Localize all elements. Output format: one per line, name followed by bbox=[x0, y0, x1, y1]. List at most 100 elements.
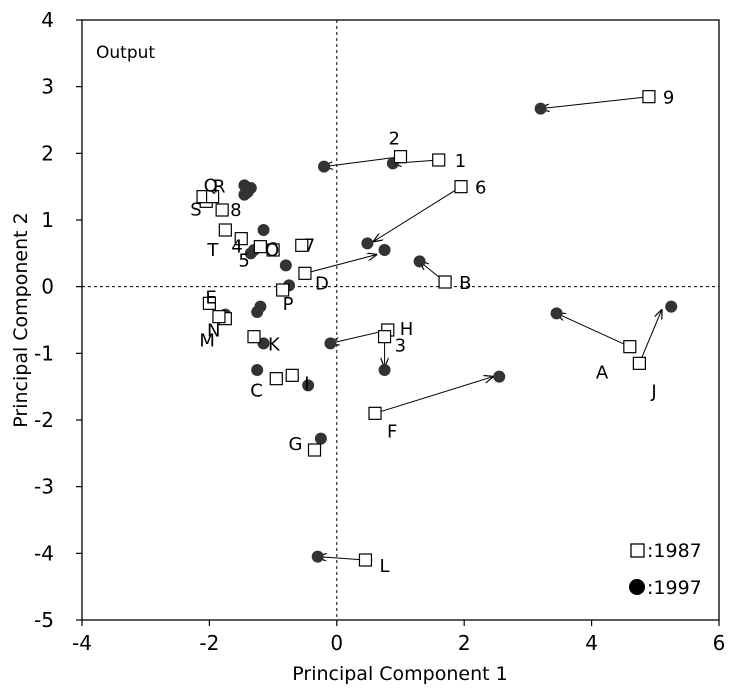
point-label: E bbox=[205, 287, 216, 308]
change-arrow bbox=[374, 377, 493, 414]
zero-lines bbox=[82, 20, 719, 620]
point-1997 bbox=[493, 370, 506, 383]
point-1987 bbox=[212, 310, 226, 324]
point-1987 bbox=[307, 443, 322, 457]
point-1987 bbox=[218, 223, 232, 237]
change-arrow bbox=[557, 313, 631, 348]
x-tick-label: 2 bbox=[458, 631, 471, 655]
point-label: C bbox=[250, 381, 263, 402]
point-1997 bbox=[302, 379, 315, 392]
chart-title: Output bbox=[96, 43, 155, 63]
x-tick-label: -2 bbox=[199, 631, 219, 655]
legend-circle-icon bbox=[629, 579, 645, 595]
point-1997 bbox=[378, 364, 391, 376]
point-1997 bbox=[279, 259, 292, 272]
point-label: K bbox=[268, 335, 281, 356]
y-tick-label: 0 bbox=[41, 275, 54, 299]
change-arrow bbox=[541, 96, 649, 109]
point-label: P bbox=[283, 294, 294, 315]
point-1997 bbox=[378, 244, 391, 256]
point-1987 bbox=[358, 553, 373, 567]
legend: :1987 :1997 bbox=[629, 540, 702, 599]
point-1997 bbox=[550, 307, 563, 320]
markers-layer bbox=[196, 90, 678, 567]
point-label: F bbox=[387, 421, 397, 442]
point-1997 bbox=[257, 224, 270, 236]
x-tick-label: -4 bbox=[72, 631, 92, 655]
y-tick-label: -5 bbox=[34, 608, 54, 632]
point-label: J bbox=[650, 381, 656, 402]
y-tick-label: 3 bbox=[41, 75, 54, 99]
point-label: T bbox=[206, 240, 219, 261]
point-1987 bbox=[205, 190, 220, 204]
point-1987 bbox=[623, 340, 637, 354]
change-arrow bbox=[374, 186, 462, 242]
change-arrow bbox=[324, 156, 401, 167]
point-label: 9 bbox=[663, 88, 674, 109]
point-label: R bbox=[213, 177, 226, 198]
point-label: A bbox=[596, 363, 609, 384]
point-label: O bbox=[265, 240, 279, 261]
point-1987 bbox=[285, 368, 299, 382]
legend-label-1997: :1997 bbox=[647, 577, 702, 599]
point-1997 bbox=[251, 306, 264, 318]
point-label: S bbox=[190, 199, 201, 220]
point-1987 bbox=[298, 266, 312, 280]
point-1997 bbox=[238, 188, 251, 201]
plot-frame bbox=[81, 19, 720, 621]
point-1997 bbox=[251, 364, 264, 376]
point-label: H bbox=[400, 319, 414, 340]
axis-ticks: -4 -2 0 2 4 6 4 3 2 1 0 -1 -2 -3 -4 -5 bbox=[34, 8, 725, 655]
arrows-layer bbox=[304, 96, 662, 560]
point-label: 2 bbox=[389, 129, 400, 150]
point-label: N bbox=[207, 321, 220, 342]
point-1987 bbox=[377, 330, 392, 344]
legend-label-1987: :1987 bbox=[647, 540, 702, 562]
point-label: 8 bbox=[230, 200, 241, 221]
point-1987 bbox=[438, 275, 452, 289]
point-1987 bbox=[234, 232, 248, 246]
point-1987 bbox=[454, 180, 468, 194]
y-tick-label: 2 bbox=[41, 141, 54, 165]
point-label: L bbox=[379, 556, 389, 577]
x-tick-label: 0 bbox=[330, 631, 343, 655]
point-label: 7 bbox=[304, 235, 315, 256]
y-tick-label: 4 bbox=[41, 8, 54, 32]
point-1997 bbox=[311, 550, 324, 563]
point-1997 bbox=[324, 337, 337, 350]
y-tick-label: -1 bbox=[34, 341, 54, 365]
change-arrow bbox=[318, 557, 366, 560]
point-label: G bbox=[289, 434, 303, 455]
point-label: M bbox=[199, 331, 215, 352]
point-1987 bbox=[642, 90, 656, 104]
x-tick-label: 4 bbox=[585, 631, 598, 655]
y-tick-label: 1 bbox=[41, 208, 54, 232]
point-1987 bbox=[269, 372, 283, 386]
point-1987 bbox=[393, 150, 408, 164]
y-tick-label: -2 bbox=[34, 408, 54, 432]
change-arrow bbox=[304, 255, 376, 274]
point-label: D bbox=[315, 273, 329, 294]
point-label: 6 bbox=[475, 178, 486, 199]
point-label: I bbox=[304, 373, 309, 394]
point-1987 bbox=[202, 296, 216, 310]
point-label: B bbox=[459, 273, 471, 294]
y-tick-label: -3 bbox=[34, 475, 54, 499]
point-1987 bbox=[368, 406, 382, 420]
point-label: 5 bbox=[238, 251, 249, 272]
point-1997 bbox=[665, 300, 678, 313]
point-1987 bbox=[632, 356, 646, 370]
point-1997 bbox=[318, 160, 331, 173]
x-tick-label: 6 bbox=[713, 631, 726, 655]
point-label: 4 bbox=[231, 237, 242, 258]
legend-square-icon bbox=[630, 543, 645, 558]
point-1987 bbox=[247, 330, 261, 344]
point-1987 bbox=[276, 283, 290, 297]
point-1997 bbox=[361, 237, 374, 250]
y-axis-title: Principal Component 2 bbox=[10, 212, 32, 427]
point-label: 1 bbox=[455, 151, 466, 172]
point-1987 bbox=[266, 243, 280, 257]
point-1997 bbox=[413, 255, 426, 268]
